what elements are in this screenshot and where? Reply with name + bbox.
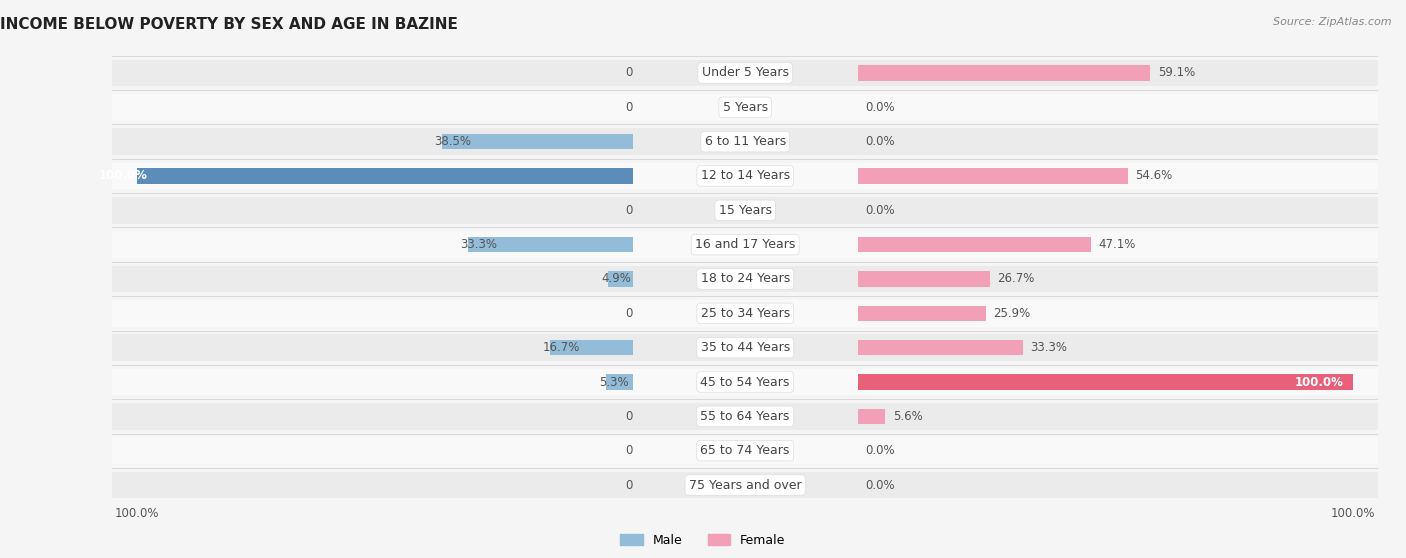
- Bar: [606, 374, 633, 389]
- Bar: [633, 437, 858, 464]
- Bar: [858, 408, 886, 424]
- Bar: [858, 65, 1150, 81]
- Bar: [858, 472, 1378, 498]
- Bar: [633, 334, 858, 361]
- Text: 54.6%: 54.6%: [1136, 170, 1173, 182]
- Text: 15 Years: 15 Years: [718, 204, 772, 217]
- Bar: [858, 231, 1378, 258]
- Bar: [633, 266, 858, 292]
- Text: 0.0%: 0.0%: [865, 204, 894, 217]
- Text: 5.3%: 5.3%: [599, 376, 628, 388]
- Bar: [112, 162, 633, 189]
- Text: 16 and 17 Years: 16 and 17 Years: [695, 238, 796, 251]
- Text: 0.0%: 0.0%: [865, 101, 894, 114]
- Text: 0.0%: 0.0%: [626, 66, 655, 79]
- Text: 5 Years: 5 Years: [723, 101, 768, 114]
- Bar: [633, 472, 858, 498]
- Text: INCOME BELOW POVERTY BY SEX AND AGE IN BAZINE: INCOME BELOW POVERTY BY SEX AND AGE IN B…: [0, 17, 458, 32]
- Bar: [858, 374, 1353, 389]
- Text: 0.0%: 0.0%: [626, 444, 655, 457]
- Text: 35 to 44 Years: 35 to 44 Years: [700, 341, 790, 354]
- Bar: [858, 162, 1378, 189]
- Bar: [858, 197, 1378, 224]
- Text: 47.1%: 47.1%: [1098, 238, 1136, 251]
- Bar: [468, 237, 633, 252]
- Bar: [112, 334, 633, 361]
- Text: 33.3%: 33.3%: [1031, 341, 1067, 354]
- Bar: [858, 403, 1378, 430]
- Text: 0.0%: 0.0%: [865, 479, 894, 492]
- Bar: [858, 306, 986, 321]
- Text: 75 Years and over: 75 Years and over: [689, 479, 801, 492]
- Bar: [858, 266, 1378, 292]
- Bar: [858, 128, 1378, 155]
- Bar: [441, 134, 633, 150]
- Bar: [550, 340, 633, 355]
- Text: 0.0%: 0.0%: [626, 204, 655, 217]
- Bar: [633, 231, 858, 258]
- Bar: [112, 472, 633, 498]
- Text: 33.3%: 33.3%: [460, 238, 498, 251]
- Text: Source: ZipAtlas.com: Source: ZipAtlas.com: [1274, 17, 1392, 27]
- Bar: [138, 169, 633, 184]
- Text: 0.0%: 0.0%: [626, 101, 655, 114]
- Bar: [633, 94, 858, 121]
- Text: 45 to 54 Years: 45 to 54 Years: [700, 376, 790, 388]
- Bar: [112, 437, 633, 464]
- Bar: [858, 271, 990, 287]
- Bar: [633, 197, 858, 224]
- Text: 6 to 11 Years: 6 to 11 Years: [704, 135, 786, 148]
- Bar: [112, 94, 633, 121]
- Bar: [633, 60, 858, 86]
- Bar: [112, 231, 633, 258]
- Bar: [112, 266, 633, 292]
- Bar: [858, 300, 1378, 327]
- Bar: [112, 197, 633, 224]
- Bar: [858, 94, 1378, 121]
- Text: 25.9%: 25.9%: [994, 307, 1031, 320]
- Text: Under 5 Years: Under 5 Years: [702, 66, 789, 79]
- Text: 12 to 14 Years: 12 to 14 Years: [700, 170, 790, 182]
- Text: 55 to 64 Years: 55 to 64 Years: [700, 410, 790, 423]
- Bar: [633, 369, 858, 396]
- Bar: [858, 60, 1378, 86]
- Bar: [858, 334, 1378, 361]
- Text: 4.9%: 4.9%: [600, 272, 631, 286]
- Text: 0.0%: 0.0%: [865, 135, 894, 148]
- Text: 0.0%: 0.0%: [626, 479, 655, 492]
- Bar: [112, 300, 633, 327]
- Bar: [858, 369, 1378, 396]
- Text: 100.0%: 100.0%: [98, 170, 148, 182]
- Text: 65 to 74 Years: 65 to 74 Years: [700, 444, 790, 457]
- Text: 25 to 34 Years: 25 to 34 Years: [700, 307, 790, 320]
- Bar: [633, 300, 858, 327]
- Text: 5.6%: 5.6%: [893, 410, 922, 423]
- Text: 38.5%: 38.5%: [434, 135, 471, 148]
- Bar: [858, 169, 1128, 184]
- Bar: [112, 369, 633, 396]
- Text: 0.0%: 0.0%: [626, 307, 655, 320]
- Text: 0.0%: 0.0%: [865, 444, 894, 457]
- Bar: [858, 237, 1091, 252]
- Bar: [112, 128, 633, 155]
- Text: 18 to 24 Years: 18 to 24 Years: [700, 272, 790, 286]
- Bar: [633, 162, 858, 189]
- Bar: [609, 271, 633, 287]
- Bar: [112, 60, 633, 86]
- Bar: [633, 403, 858, 430]
- Text: 59.1%: 59.1%: [1159, 66, 1195, 79]
- Bar: [858, 340, 1022, 355]
- Text: 26.7%: 26.7%: [997, 272, 1035, 286]
- Bar: [112, 403, 633, 430]
- Text: 0.0%: 0.0%: [626, 410, 655, 423]
- Bar: [633, 128, 858, 155]
- Text: 16.7%: 16.7%: [543, 341, 579, 354]
- Legend: Male, Female: Male, Female: [616, 529, 790, 552]
- Bar: [858, 437, 1378, 464]
- Text: 100.0%: 100.0%: [1295, 376, 1343, 388]
